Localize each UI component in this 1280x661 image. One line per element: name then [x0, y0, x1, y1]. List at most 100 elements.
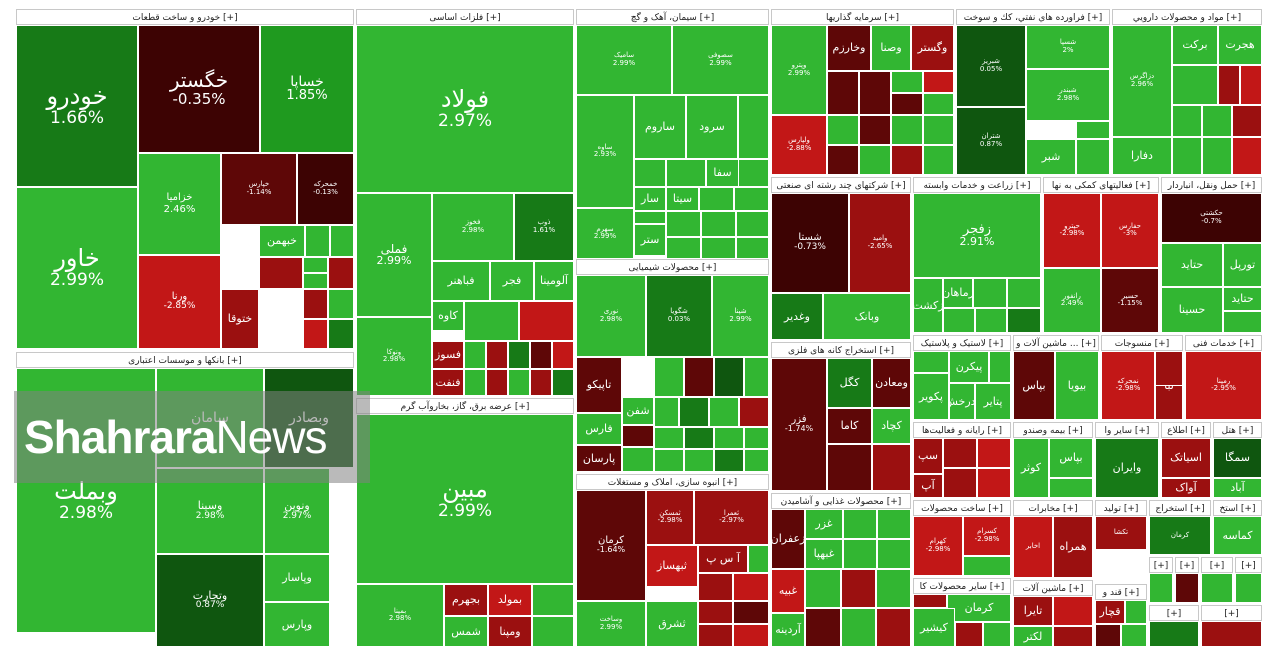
- small-stock-tile[interactable]: [739, 397, 769, 427]
- small-stock-tile[interactable]: [973, 278, 1007, 308]
- small-stock-tile[interactable]: [1095, 624, 1121, 647]
- small-stock-tile[interactable]: [464, 369, 486, 396]
- small-stock-tile[interactable]: [532, 584, 574, 616]
- stock-tile[interactable]: اسیاتک: [1161, 438, 1211, 478]
- small-stock-tile[interactable]: [666, 237, 701, 259]
- stock-tile[interactable]: فباهنر: [432, 261, 490, 301]
- stock-tile[interactable]: فارس: [576, 413, 622, 445]
- small-stock-tile[interactable]: [827, 115, 859, 145]
- small-stock-tile[interactable]: [328, 257, 354, 289]
- stock-tile[interactable]: شبندر 2.98%: [1026, 69, 1110, 121]
- stock-tile[interactable]: شبر: [1026, 139, 1076, 175]
- small-stock-tile[interactable]: [1218, 65, 1240, 105]
- small-stock-tile[interactable]: [736, 211, 769, 237]
- stock-tile[interactable]: آردینه: [771, 613, 805, 647]
- small-stock-tile[interactable]: [1155, 351, 1183, 386]
- small-stock-tile[interactable]: [1172, 137, 1202, 175]
- stock-tile[interactable]: آپ: [913, 474, 943, 498]
- small-stock-tile[interactable]: [805, 569, 841, 608]
- small-stock-tile[interactable]: [733, 573, 769, 601]
- stock-tile[interactable]: کوثر: [1013, 438, 1049, 498]
- small-stock-tile[interactable]: [859, 71, 891, 115]
- small-stock-tile[interactable]: [328, 289, 354, 319]
- sector-header[interactable]: قند و [+]: [1095, 584, 1147, 600]
- small-stock-tile[interactable]: [714, 449, 744, 472]
- small-stock-tile[interactable]: [859, 145, 891, 175]
- stock-tile[interactable]: غبهپا: [805, 539, 843, 569]
- stock-tile[interactable]: فنفت: [432, 369, 464, 396]
- sector-header[interactable]: [+]: [1149, 557, 1173, 573]
- stock-tile[interactable]: فسوز: [432, 341, 464, 369]
- stock-tile[interactable]: وبانک: [823, 293, 911, 340]
- stock-tile[interactable]: قچار: [1095, 600, 1125, 624]
- small-stock-tile[interactable]: [666, 159, 706, 187]
- small-stock-tile[interactable]: [259, 257, 303, 289]
- small-stock-tile[interactable]: [666, 211, 701, 237]
- stock-tile[interactable]: پتایر: [975, 383, 1011, 420]
- stock-tile[interactable]: شفن: [622, 397, 654, 425]
- stock-tile[interactable]: حکشتی -0.7%: [1161, 193, 1262, 243]
- stock-tile[interactable]: مبین 2.99%: [356, 414, 574, 584]
- small-stock-tile[interactable]: [1007, 278, 1041, 308]
- sector-header[interactable]: محصولات شیمیایی [+]: [576, 259, 769, 275]
- stock-tile[interactable]: خساپا 1.85%: [260, 25, 354, 153]
- stock-tile[interactable]: آواک: [1161, 478, 1211, 498]
- small-stock-tile[interactable]: [1125, 600, 1147, 624]
- small-stock-tile[interactable]: [684, 357, 714, 397]
- small-stock-tile[interactable]: [827, 145, 859, 175]
- stock-tile[interactable]: خزامیا 2.46%: [138, 153, 221, 255]
- small-stock-tile[interactable]: [1235, 573, 1262, 603]
- stock-tile[interactable]: شمس: [444, 616, 488, 647]
- stock-tile[interactable]: شستا -0.73%: [771, 193, 849, 293]
- small-stock-tile[interactable]: [877, 509, 911, 539]
- sector-header[interactable]: سرمایه گذاریها [+]: [771, 9, 954, 25]
- small-stock-tile[interactable]: [827, 444, 872, 491]
- stock-tile[interactable]: ختوقا: [221, 289, 259, 349]
- sector-header[interactable]: [+]: [1175, 557, 1199, 573]
- small-stock-tile[interactable]: [701, 237, 736, 259]
- small-stock-tile[interactable]: [744, 449, 769, 472]
- stock-tile[interactable]: تورپل: [1223, 243, 1262, 287]
- stock-tile[interactable]: وساخت 2.99%: [576, 601, 646, 647]
- stock-tile[interactable]: کرمان: [1149, 516, 1211, 555]
- small-stock-tile[interactable]: [634, 211, 666, 224]
- stock-tile[interactable]: هجرت: [1218, 25, 1262, 65]
- stock-tile[interactable]: تکشا: [1095, 516, 1147, 550]
- small-stock-tile[interactable]: [530, 341, 552, 369]
- sector-header[interactable]: سایر وا [+]: [1095, 422, 1159, 438]
- stock-tile[interactable]: وغدیر: [771, 293, 823, 340]
- sector-header[interactable]: سایر محصولات کا [+]: [913, 578, 1011, 594]
- small-stock-tile[interactable]: [1121, 624, 1147, 647]
- small-stock-tile[interactable]: [1053, 596, 1093, 626]
- small-stock-tile[interactable]: [891, 93, 923, 115]
- stock-tile[interactable]: کسرام -2.98%: [963, 516, 1011, 556]
- stock-tile[interactable]: شسپا 2%: [1026, 25, 1110, 69]
- small-stock-tile[interactable]: [955, 622, 983, 647]
- stock-tile[interactable]: پکویر: [913, 373, 949, 420]
- stock-tile[interactable]: خپارس -1.14%: [221, 153, 297, 225]
- stock-tile[interactable]: خگستر -0.35%: [138, 25, 260, 153]
- sector-header[interactable]: مواد و محصولات دارويي [+]: [1112, 9, 1262, 25]
- small-stock-tile[interactable]: [733, 624, 769, 647]
- sector-header[interactable]: حمل ونقل، انباردار [+]: [1161, 177, 1262, 193]
- stock-tile[interactable]: شتران 0.87%: [956, 107, 1026, 175]
- sector-header[interactable]: فراورده هاي نفتي، كك و سوخت [+]: [956, 9, 1110, 25]
- stock-tile[interactable]: سامیک 2.99%: [576, 25, 672, 95]
- small-stock-tile[interactable]: [714, 427, 744, 449]
- stock-tile[interactable]: دفارا: [1112, 137, 1172, 175]
- stock-tile[interactable]: حپترو -2.98%: [1043, 193, 1101, 268]
- stock-tile[interactable]: بمولد: [488, 584, 532, 616]
- small-stock-tile[interactable]: [891, 145, 923, 175]
- sector-header[interactable]: زراعت و خدمات وابسته [+]: [913, 177, 1041, 193]
- stock-tile[interactable]: زکشت: [913, 278, 943, 333]
- small-stock-tile[interactable]: [622, 447, 654, 472]
- small-stock-tile[interactable]: [1232, 105, 1262, 137]
- small-stock-tile[interactable]: [738, 95, 769, 159]
- stock-tile[interactable]: حسینا: [1161, 287, 1223, 333]
- small-stock-tile[interactable]: [1172, 105, 1202, 137]
- sector-header[interactable]: محصولات غذایی و آشامیدن [+]: [771, 493, 911, 509]
- sector-header[interactable]: [+]: [1235, 557, 1262, 573]
- small-stock-tile[interactable]: [532, 616, 574, 647]
- stock-tile[interactable]: تایرا: [1013, 596, 1053, 626]
- stock-tile[interactable]: وپترو 2.99%: [771, 25, 827, 115]
